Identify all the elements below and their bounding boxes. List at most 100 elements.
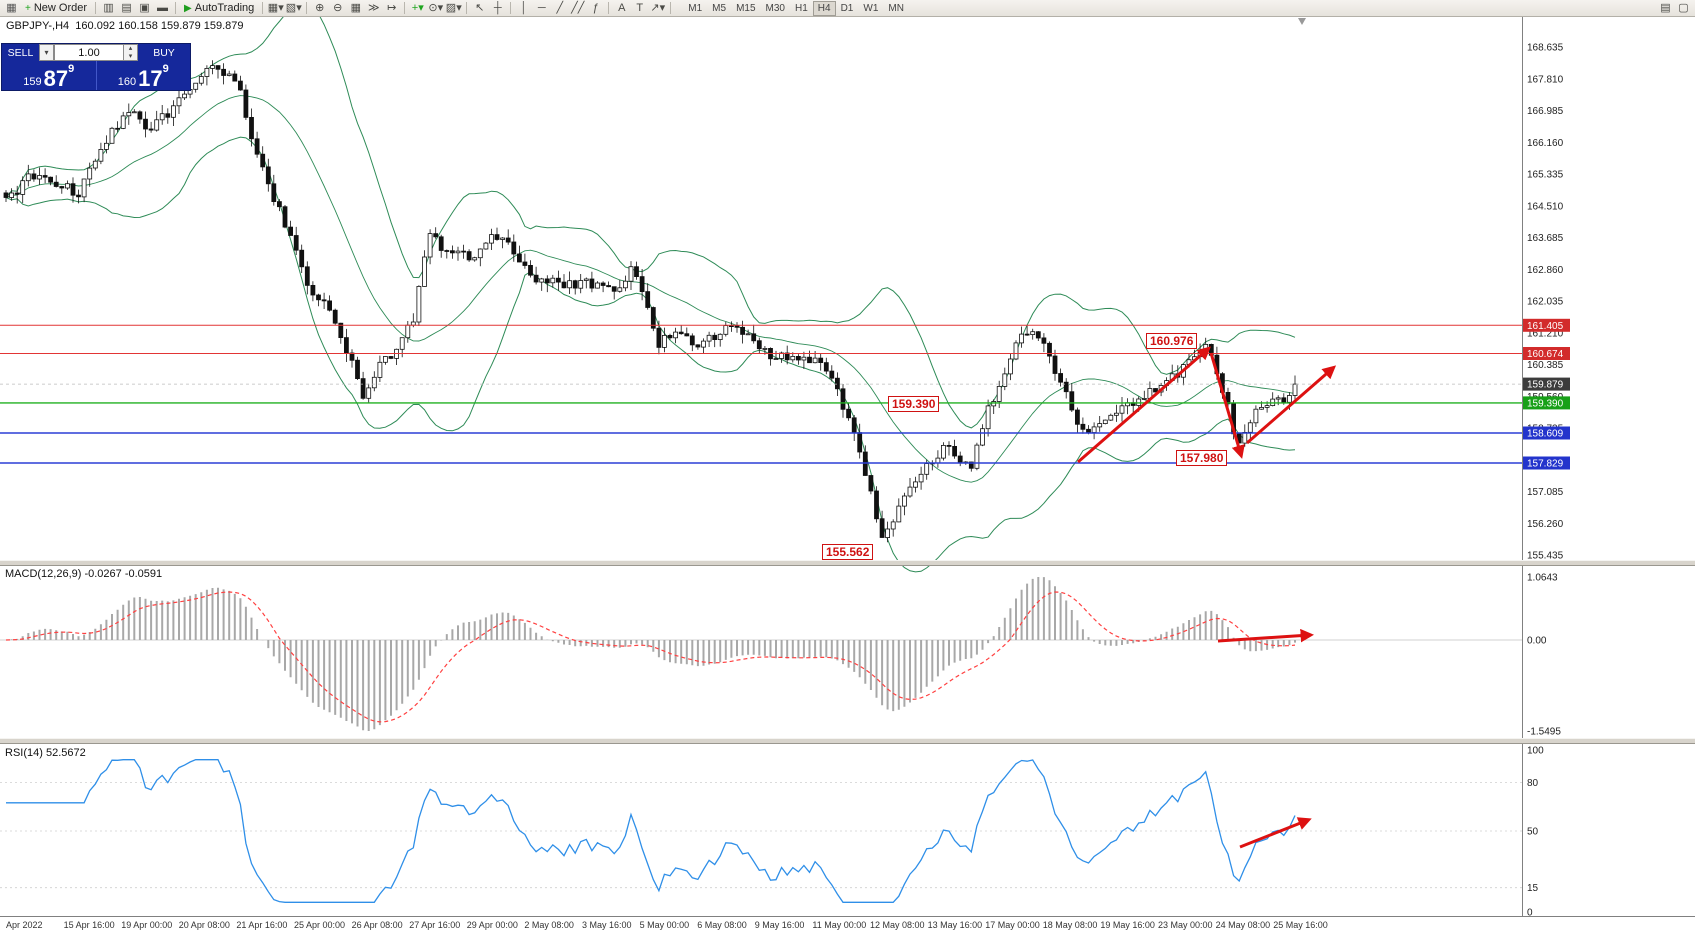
price-callout-155.562[interactable]: 155.562	[822, 544, 874, 560]
rsi-trend-arrow[interactable]	[1239, 817, 1312, 849]
panel-separator[interactable]	[0, 738, 1695, 744]
vertical-line-icon[interactable]: │	[520, 1, 528, 14]
chart-list-icon[interactable]: ▤	[1660, 1, 1671, 14]
timeframe-button-h1[interactable]: H1	[790, 1, 813, 16]
trendline-icon[interactable]: ╱	[556, 1, 564, 14]
price-callout-160.976[interactable]: 160.976	[1146, 333, 1198, 349]
bb-lower-band	[5, 136, 1296, 573]
time-axis-label: 9 May 16:00	[755, 920, 805, 930]
window-arrange-icon[interactable]: ▢	[1678, 1, 1689, 14]
svg-text:158.609: 158.609	[1527, 429, 1564, 440]
new-chart-dropdown-icon[interactable]: ▦▾	[267, 1, 284, 14]
volume-step-up-button[interactable]: ▴	[128, 45, 133, 52]
price-callout-159.390[interactable]: 159.390	[888, 396, 940, 412]
horizontal-line-icon[interactable]: ─	[537, 1, 546, 14]
arrows-icon[interactable]: ↗▾	[650, 1, 666, 14]
time-axis-label: 27 Apr 16:00	[409, 920, 460, 930]
macd-scale-label: 1.0643	[1527, 573, 1558, 584]
navigator-icon[interactable]: ▣	[139, 1, 150, 14]
timeframe-button-d1[interactable]: D1	[836, 1, 859, 16]
chart-shift-marker[interactable]	[1298, 18, 1306, 25]
text-label-icon[interactable]: T	[636, 1, 644, 14]
timeframe-button-m30[interactable]: M30	[761, 1, 790, 16]
macd-scale-label: -1.5495	[1527, 727, 1561, 738]
channel-icon[interactable]: ╱╱	[571, 1, 585, 14]
cursor-icon[interactable]: ↖	[475, 1, 485, 14]
new-order-button[interactable]: + New Order	[21, 1, 91, 16]
time-axis-label: 5 May 00:00	[640, 920, 690, 930]
timeframe-button-w1[interactable]: W1	[858, 1, 883, 16]
macd-trend-arrow[interactable]	[1217, 628, 1315, 643]
panel-separator[interactable]	[0, 560, 1695, 566]
rsi-scale-label: 80	[1527, 778, 1539, 789]
buy-button[interactable]: BUY	[153, 46, 175, 59]
toolbar-separator	[608, 2, 610, 14]
buy-price-display[interactable]: 160 17 9	[95, 61, 191, 90]
tile-windows-icon[interactable]: ▦	[350, 1, 361, 14]
fibonacci-icon[interactable]: ƒ	[592, 1, 599, 14]
indicators-icon[interactable]: +▾	[411, 1, 424, 14]
new-chart-icon[interactable]: ▦	[6, 1, 17, 14]
time-axis-label: 24 May 08:00	[1216, 920, 1271, 930]
macd-scale-label: 0.00	[1527, 636, 1547, 647]
time-axis-label: 26 Apr 08:00	[352, 920, 403, 930]
sell-button[interactable]: SELL	[7, 46, 34, 59]
autotrading-button[interactable]: ▶ AutoTrading	[180, 1, 258, 16]
terminal-icon[interactable]: ▬	[157, 1, 169, 14]
volume-dropdown-icon[interactable]: ▾	[39, 44, 54, 61]
toolbar-separator	[175, 2, 177, 14]
timeframe-button-mn[interactable]: MN	[883, 1, 909, 16]
toolbar-separator	[466, 2, 468, 14]
price-scale-label: 156.260	[1527, 519, 1564, 530]
volume-input[interactable]	[54, 44, 124, 61]
text-icon[interactable]: A	[618, 1, 626, 14]
svg-text:161.405: 161.405	[1527, 321, 1564, 332]
data-window-icon[interactable]: ▤	[121, 1, 132, 14]
level-price-badge: 161.405	[1523, 318, 1570, 332]
price-callout-157.980[interactable]: 157.980	[1176, 450, 1228, 466]
trend-arrow[interactable]	[1077, 346, 1212, 464]
trend-arrow[interactable]	[1246, 365, 1337, 445]
periods-dropdown-icon[interactable]: ⊙▾	[428, 1, 444, 14]
time-axis-label: 15 Apr 16:00	[64, 920, 115, 930]
price-scale-label: 164.510	[1527, 201, 1564, 212]
macd-scale[interactable]: 1.0643 0.00 -1.5495	[1527, 573, 1561, 738]
svg-text:160.674: 160.674	[1527, 349, 1564, 360]
price-scale-label: 155.435	[1527, 551, 1564, 562]
trend-arrow[interactable]	[1209, 352, 1245, 459]
bollinger-bands	[5, 3, 1296, 573]
rsi-scale[interactable]: 100 80 50 15 0	[1527, 746, 1544, 919]
profiles-icon[interactable]: ▧▾	[285, 1, 302, 14]
timeframe-button-m1[interactable]: M1	[683, 1, 707, 16]
timeframe-button-m15[interactable]: M15	[731, 1, 760, 16]
rsi-scale-label: 0	[1527, 908, 1533, 919]
sell-price-sup: 9	[68, 63, 75, 75]
time-axis-label: 20 Apr 08:00	[179, 920, 230, 930]
auto-scroll-icon[interactable]: ≫	[368, 1, 380, 14]
volume-step-down-button[interactable]: ▾	[128, 52, 133, 60]
timeframe-button-m5[interactable]: M5	[707, 1, 731, 16]
market-watch-icon[interactable]: ▥	[103, 1, 114, 14]
sell-price-prefix: 159	[23, 76, 42, 88]
price-scale[interactable]: 168.635 167.810 166.985 166.160 165.335 164.5…	[1527, 43, 1564, 562]
time-axis-label: 3 May 16:00	[582, 920, 632, 930]
zoom-in-icon[interactable]: ⊕	[315, 1, 325, 14]
time-axis-label: Apr 2022	[6, 920, 43, 930]
chart-shift-icon[interactable]: ↦	[387, 1, 397, 14]
price-scale-label: 168.635	[1527, 43, 1564, 54]
time-axis-label: 19 May 16:00	[1100, 920, 1155, 930]
zoom-out-icon[interactable]: ⊖	[333, 1, 343, 14]
price-scale-label: 157.085	[1527, 487, 1564, 498]
toolbar-separator	[306, 2, 308, 14]
crosshair-icon[interactable]: ┼	[493, 1, 502, 14]
timeframe-button-h4[interactable]: H4	[812, 0, 836, 16]
time-axis-label: 25 May 16:00	[1273, 920, 1328, 930]
svg-text:157.829: 157.829	[1527, 459, 1564, 470]
macd-signal-line	[5, 591, 1296, 723]
sell-price-display[interactable]: 159 87 9	[2, 61, 96, 90]
bb-upper-band	[5, 3, 1296, 429]
price-scale-label: 161.210	[1527, 328, 1564, 339]
templates-icon[interactable]: ▨▾	[445, 1, 462, 14]
time-axis[interactable]: Apr 2022 15 Apr 16:00 19 Apr 00:00 20 Apr 0…	[6, 920, 1328, 930]
